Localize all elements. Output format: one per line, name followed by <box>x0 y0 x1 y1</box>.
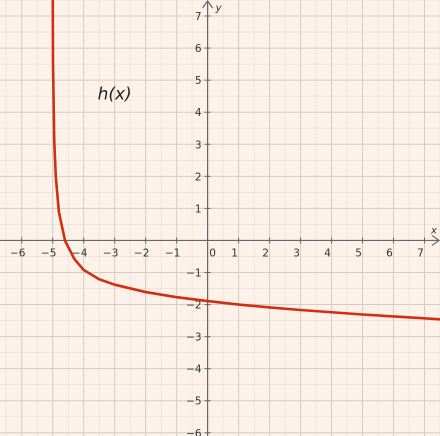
x-tick-label: −2 <box>134 247 149 259</box>
y-tick-labels: −6 −5 −4 −3 −2 −1 1 2 3 4 5 6 7 <box>186 11 211 436</box>
y-tick-label: 6 <box>195 43 202 55</box>
y-tick-label: −4 <box>186 364 202 376</box>
x-tick-labels: −6 −5 −4 −3 −2 −1 1 2 3 4 5 6 7 0 <box>10 237 426 259</box>
x-axis-arrow <box>431 234 440 246</box>
y-tick-label: 4 <box>195 107 202 119</box>
y-axis-label: y <box>215 3 223 14</box>
series-curve-h <box>51 0 440 321</box>
x-tick-label: 3 <box>293 247 300 259</box>
y-tick-label: 3 <box>195 139 202 151</box>
x-tick-label: 6 <box>386 247 393 259</box>
y-tick-label: 5 <box>195 75 202 87</box>
x-tick-label: 4 <box>324 247 331 259</box>
series-layer <box>51 0 440 321</box>
curve-label: h(x) <box>98 84 132 104</box>
x-tick-label: −3 <box>103 247 118 259</box>
y-tick-label: 1 <box>195 203 202 215</box>
x-tick-label: −6 <box>10 247 26 259</box>
origin-label: 0 <box>209 247 216 259</box>
y-tick-label: −5 <box>186 396 201 408</box>
y-tick-label: 7 <box>195 11 202 23</box>
x-tick-label: 7 <box>417 247 424 259</box>
y-tick-label: −2 <box>186 300 201 312</box>
x-tick-label: −4 <box>72 247 88 259</box>
x-tick-label: 1 <box>231 247 238 259</box>
x-tick-label: −5 <box>41 247 56 259</box>
y-tick-label: 2 <box>195 171 202 183</box>
y-tick-label: −1 <box>186 268 201 280</box>
y-tick-label: −3 <box>186 332 201 344</box>
x-tick-label: −1 <box>165 247 180 259</box>
x-tick-label: 2 <box>262 247 269 259</box>
x-tick-label: 5 <box>355 247 362 259</box>
annotation-layer: h(x) <box>98 84 132 104</box>
x-axis-label: x <box>430 225 437 236</box>
y-tick-label: −6 <box>186 428 202 436</box>
y-axis-arrow <box>202 0 214 9</box>
